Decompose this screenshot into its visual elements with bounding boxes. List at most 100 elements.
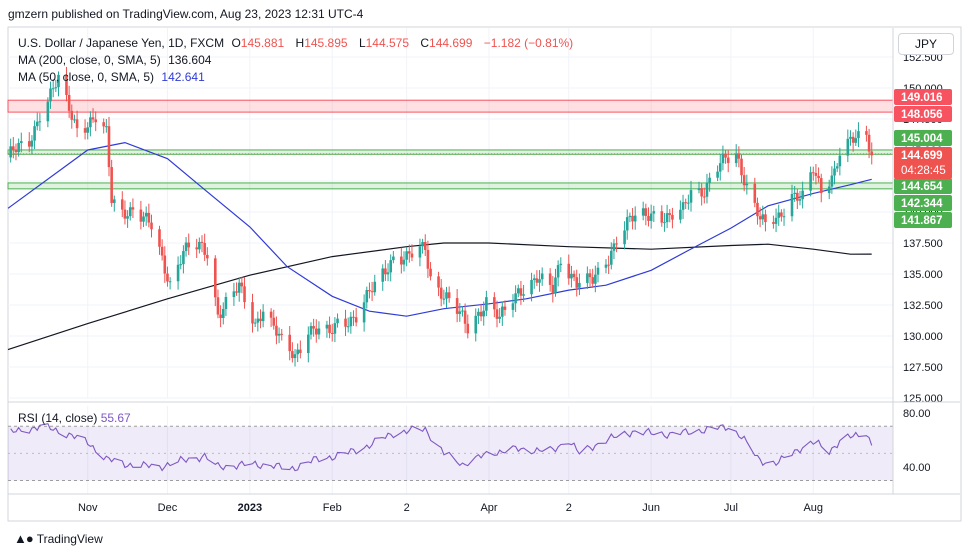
candle-body (703, 196, 706, 198)
currency-button[interactable]: JPY (898, 33, 954, 55)
candle-body (811, 172, 815, 174)
time-tick-label: Aug (803, 502, 823, 514)
candle-body (753, 183, 757, 203)
price-tick-label: 137.500 (903, 238, 943, 250)
candle-body (168, 281, 172, 283)
candle-body (275, 325, 278, 336)
candle-body (764, 214, 767, 223)
last-price-text: 144.699 (901, 150, 943, 162)
candle-body (46, 101, 50, 122)
time-tick-label: Dec (158, 502, 178, 514)
candle-body (495, 309, 499, 319)
candle-body (718, 163, 722, 172)
candle-body (240, 282, 244, 287)
green-zone-lower (7, 182, 894, 190)
candle-body (336, 318, 339, 324)
candle-body (408, 251, 411, 254)
candle-body (819, 178, 823, 194)
candle-body (437, 276, 440, 288)
candle-body (671, 214, 674, 220)
candle-body (530, 279, 533, 295)
candle-body (854, 138, 858, 143)
candle-body (570, 273, 573, 279)
legend-line-ma200[interactable]: MA (200, close, 0, SMA, 5) 136.604 (18, 53, 215, 67)
price-tick-label: 135.000 (903, 269, 943, 281)
candle-body (362, 302, 366, 323)
candle-body (235, 291, 238, 293)
candle-body (200, 241, 204, 243)
candle-body (514, 293, 517, 304)
symbol-name[interactable]: U.S. Dollar / Japanese Yen, 1D, FXCM (18, 36, 225, 50)
candle-body (184, 242, 188, 252)
candle-body (479, 311, 483, 317)
candle-body (835, 166, 839, 169)
candle-body (259, 318, 262, 322)
price-label-text: 142.344 (901, 198, 943, 210)
candle-body (176, 264, 180, 282)
candle-body (439, 287, 443, 299)
candle-body (567, 263, 571, 279)
candle-body (532, 278, 536, 280)
rsi-tick-label: 40.00 (903, 462, 931, 474)
rsi-legend[interactable]: RSI (14, close) 55.67 (18, 411, 131, 425)
candle-body (429, 268, 432, 277)
close-value: 144.699 (429, 36, 473, 50)
candle-body (477, 311, 480, 316)
candle-body (612, 243, 616, 251)
candle-body (128, 207, 132, 217)
candle-body (237, 282, 241, 293)
candle-body (312, 326, 315, 329)
candle-body (559, 263, 563, 266)
candle-body (556, 265, 560, 278)
candle-body (551, 284, 555, 294)
time-tick-label: 2 (566, 502, 572, 514)
candle-body (607, 264, 610, 266)
candle-body (94, 119, 98, 123)
candle-body (57, 74, 60, 88)
candle-body (35, 121, 39, 127)
low-label: L (358, 36, 366, 50)
candle-body (221, 308, 225, 318)
time-tick-label: Nov (78, 502, 98, 514)
candle-body (724, 153, 727, 158)
candle-body (649, 213, 653, 221)
candle-body (67, 94, 71, 111)
candle-body (160, 246, 164, 256)
candle-body (647, 215, 650, 221)
candle-body (352, 316, 355, 318)
candle-body (604, 264, 608, 268)
candle-body (418, 246, 422, 258)
candle-body (447, 292, 451, 299)
candle-body (198, 241, 201, 250)
candle-body (317, 328, 321, 335)
moving-averages (7, 141, 872, 351)
candle-body (572, 273, 576, 278)
candle-body (89, 117, 92, 128)
candle-body (721, 153, 725, 164)
time-tick-label: Jul (724, 502, 738, 514)
candle-body (365, 290, 369, 303)
candle-body (742, 175, 746, 186)
candle-body (628, 215, 632, 218)
candle-body (458, 311, 462, 314)
legend-line-ma50[interactable]: MA (50, close, 0, SMA, 5) 142.641 (18, 70, 209, 84)
candle-body (179, 264, 183, 266)
price-tick-label: 125.000 (903, 393, 943, 405)
candle-body (163, 255, 167, 274)
candle-body (535, 278, 539, 283)
candle-body (213, 258, 217, 298)
candle-body (548, 273, 552, 285)
candle-body (349, 316, 353, 327)
candle-body (49, 88, 52, 102)
candle-body (113, 199, 116, 203)
candle-body (12, 146, 15, 151)
candle-body (501, 306, 504, 317)
candle-body (798, 199, 802, 201)
price-label-text: 149.016 (901, 92, 943, 104)
candle-body (796, 192, 799, 201)
candle-body (689, 190, 693, 203)
candle-body (591, 277, 594, 284)
candle-body (187, 242, 191, 248)
candle-body (400, 256, 403, 265)
